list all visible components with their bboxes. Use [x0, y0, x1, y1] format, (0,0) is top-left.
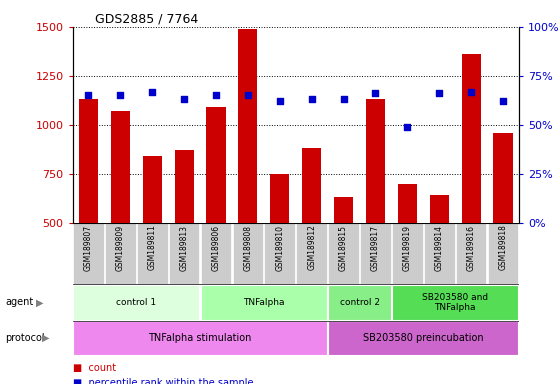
Text: GSM189814: GSM189814: [435, 225, 444, 271]
Bar: [493, 132, 513, 223]
Text: GSM189819: GSM189819: [403, 225, 412, 271]
Text: GDS2885 / 7764: GDS2885 / 7764: [95, 13, 198, 26]
Point: [243, 92, 252, 98]
Bar: [206, 107, 225, 223]
Text: SB203580 preincubation: SB203580 preincubation: [363, 333, 484, 343]
Bar: [264, 223, 295, 284]
Bar: [328, 223, 359, 284]
Text: control 1: control 1: [116, 298, 156, 307]
Text: ▶: ▶: [42, 333, 50, 343]
Point: [466, 88, 475, 94]
Text: protocol: protocol: [6, 333, 45, 343]
Text: agent: agent: [6, 297, 34, 308]
Text: control 2: control 2: [339, 298, 379, 307]
Point: [148, 88, 157, 94]
Text: SB203580 and
TNFalpha: SB203580 and TNFalpha: [422, 293, 488, 312]
Text: GSM189808: GSM189808: [243, 225, 252, 271]
Point: [275, 98, 284, 104]
Point: [435, 90, 444, 96]
Bar: [169, 223, 199, 284]
Bar: [430, 195, 449, 223]
Text: GSM189810: GSM189810: [275, 225, 284, 271]
Bar: [270, 174, 290, 223]
Bar: [201, 285, 327, 320]
Bar: [296, 223, 327, 284]
Bar: [73, 285, 199, 320]
Point: [498, 98, 507, 104]
Bar: [302, 148, 321, 223]
Text: GSM189813: GSM189813: [180, 225, 189, 271]
Bar: [233, 223, 263, 284]
Bar: [488, 223, 518, 284]
Bar: [392, 285, 518, 320]
Bar: [175, 150, 194, 223]
Text: GSM189815: GSM189815: [339, 225, 348, 271]
Bar: [424, 223, 455, 284]
Text: ▶: ▶: [36, 297, 44, 308]
Bar: [398, 184, 417, 223]
Bar: [238, 29, 257, 223]
Text: GSM189818: GSM189818: [498, 225, 507, 270]
Bar: [143, 156, 162, 223]
Bar: [79, 99, 98, 223]
Point: [116, 92, 125, 98]
Bar: [111, 111, 130, 223]
Point: [180, 96, 189, 103]
Text: GSM189811: GSM189811: [148, 225, 157, 270]
Text: GSM189816: GSM189816: [466, 225, 475, 271]
Text: TNFalpha stimulation: TNFalpha stimulation: [148, 333, 252, 343]
Text: GSM189807: GSM189807: [84, 225, 93, 271]
Bar: [334, 197, 353, 223]
Text: GSM189809: GSM189809: [116, 225, 125, 271]
Bar: [366, 99, 385, 223]
Bar: [456, 223, 487, 284]
Bar: [328, 285, 391, 320]
Point: [211, 92, 220, 98]
Point: [307, 96, 316, 103]
Bar: [105, 223, 136, 284]
Bar: [328, 321, 518, 354]
Text: ■  count: ■ count: [73, 363, 116, 373]
Point: [403, 124, 412, 130]
Text: TNFalpha: TNFalpha: [243, 298, 285, 307]
Text: GSM189806: GSM189806: [211, 225, 220, 271]
Bar: [73, 223, 104, 284]
Bar: [73, 321, 327, 354]
Text: GSM189817: GSM189817: [371, 225, 380, 271]
Bar: [360, 223, 391, 284]
Text: ■  percentile rank within the sample: ■ percentile rank within the sample: [73, 378, 253, 384]
Bar: [392, 223, 422, 284]
Text: GSM189812: GSM189812: [307, 225, 316, 270]
Point: [84, 92, 93, 98]
Bar: [201, 223, 232, 284]
Point: [339, 96, 348, 103]
Bar: [137, 223, 167, 284]
Point: [371, 90, 380, 96]
Bar: [461, 54, 480, 223]
